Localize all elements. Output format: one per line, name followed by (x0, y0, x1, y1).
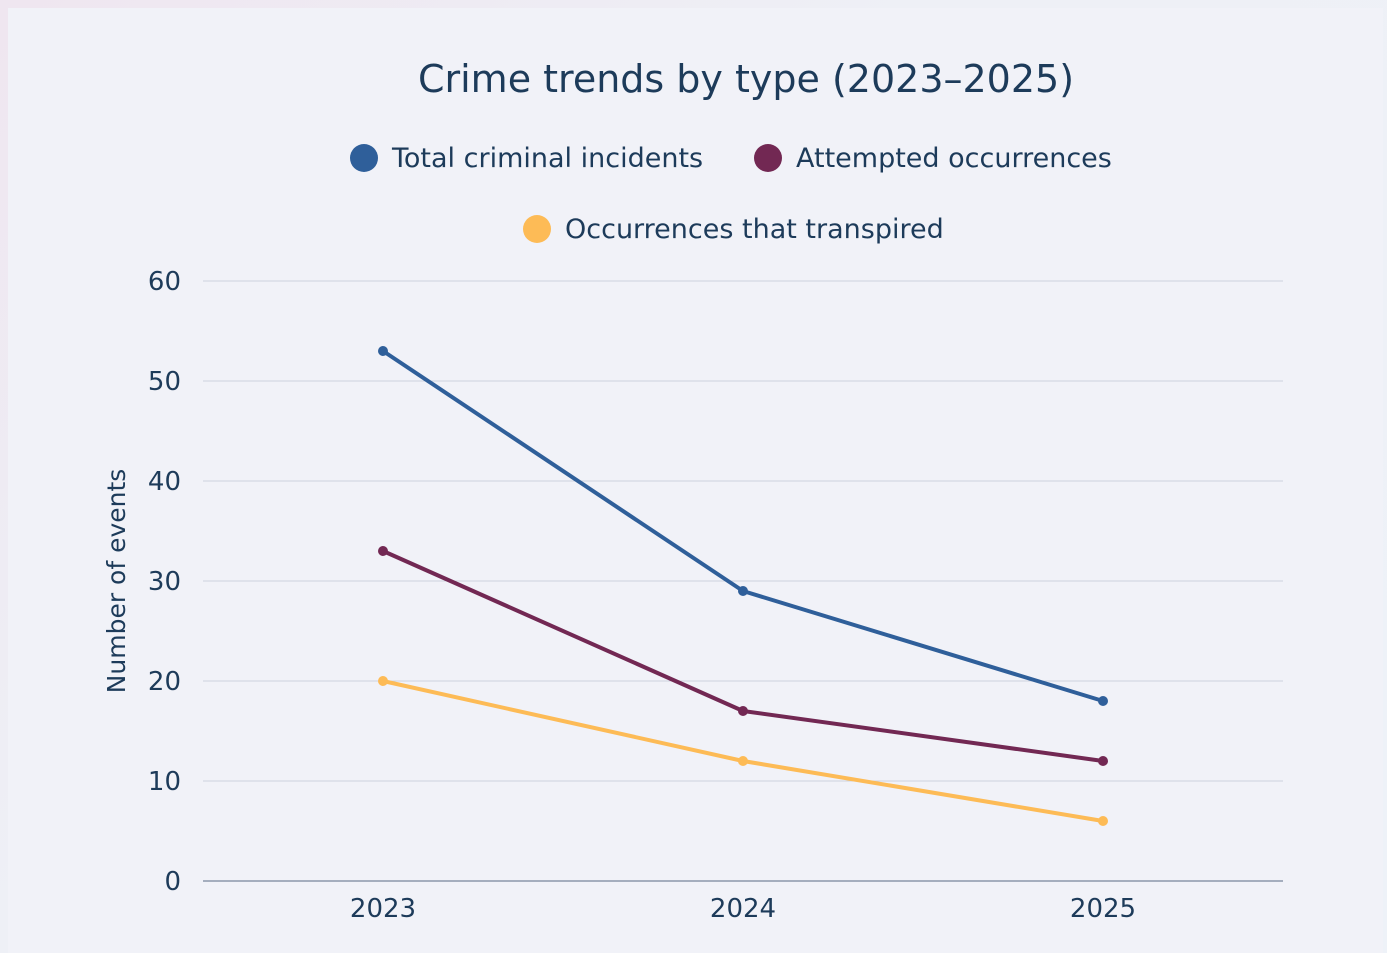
y-axis-title: Number of events (102, 469, 131, 694)
legend: Total criminal incidents Attempted occur… (350, 143, 1112, 245)
data-point-2-2023[interactable] (378, 676, 388, 686)
data-point-1-2023[interactable] (378, 546, 388, 556)
x-axis-ticks: 2023 2024 2025 (350, 894, 1136, 924)
data-point-1-2025[interactable] (1098, 756, 1108, 766)
series-line-2 (381, 679, 1105, 823)
series-line-1 (381, 549, 1105, 763)
legend-marker-transpired (523, 215, 551, 243)
data-point-0-2025[interactable] (1098, 696, 1108, 706)
legend-item-occurrences-that-transpired[interactable]: Occurrences that transpired (523, 214, 944, 245)
chart-title: Crime trends by type (2023–2025) (418, 57, 1074, 101)
y-tick-label-10: 10 (148, 767, 181, 797)
series-lines (378, 346, 1108, 826)
data-point-2-2024[interactable] (738, 756, 748, 766)
y-tick-label-20: 20 (148, 667, 181, 697)
x-tick-label-2024: 2024 (710, 894, 776, 924)
y-tick-label-30: 30 (148, 567, 181, 597)
legend-marker-total (350, 144, 378, 172)
y-tick-label-50: 50 (148, 367, 181, 397)
data-point-1-2024[interactable] (738, 706, 748, 716)
data-point-2-2025[interactable] (1098, 816, 1108, 826)
chart-card: Crime trends by type (2023–2025) Total c… (8, 8, 1383, 953)
line-chart: Crime trends by type (2023–2025) Total c… (102, 57, 1283, 924)
legend-item-total-criminal-incidents[interactable]: Total criminal incidents (350, 143, 703, 174)
legend-label-total: Total criminal incidents (391, 143, 703, 174)
legend-label-attempted: Attempted occurrences (796, 143, 1112, 174)
series-line-0 (381, 349, 1105, 703)
x-tick-label-2025: 2025 (1070, 894, 1136, 924)
data-point-0-2024[interactable] (738, 586, 748, 596)
legend-label-transpired: Occurrences that transpired (565, 214, 944, 245)
grid (203, 280, 1283, 882)
data-point-0-2023[interactable] (378, 346, 388, 356)
legend-item-attempted-occurrences[interactable]: Attempted occurrences (754, 143, 1112, 174)
y-axis-ticks: 0 10 20 30 40 50 60 (148, 267, 181, 897)
y-tick-label-40: 40 (148, 467, 181, 497)
legend-marker-attempted (754, 144, 782, 172)
y-tick-label-0: 0 (164, 867, 181, 897)
y-tick-label-60: 60 (148, 267, 181, 297)
x-tick-label-2023: 2023 (350, 894, 416, 924)
